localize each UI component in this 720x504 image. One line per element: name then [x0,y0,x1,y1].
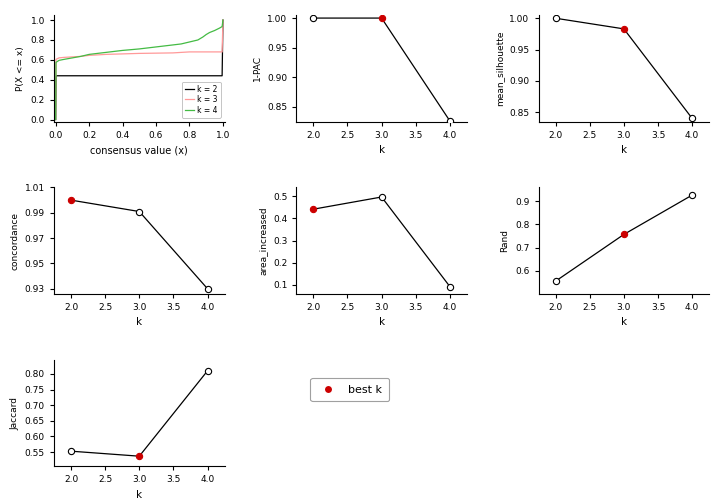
Y-axis label: concordance: concordance [10,212,19,270]
Y-axis label: 1-PAC: 1-PAC [253,55,261,81]
Y-axis label: Jaccard: Jaccard [10,397,19,429]
X-axis label: k: k [379,145,384,155]
X-axis label: consensus value (x): consensus value (x) [91,145,188,155]
Y-axis label: Rand: Rand [500,229,510,252]
X-axis label: k: k [136,490,143,500]
Legend: best k: best k [310,378,389,401]
Y-axis label: area_increased: area_increased [258,206,267,275]
X-axis label: k: k [621,318,627,328]
Y-axis label: P(X <= x): P(X <= x) [16,46,25,91]
X-axis label: k: k [621,145,627,155]
Legend: k = 2, k = 3, k = 4: k = 2, k = 3, k = 4 [182,82,221,118]
Y-axis label: mean_silhouette: mean_silhouette [495,31,504,106]
X-axis label: k: k [379,318,384,328]
X-axis label: k: k [136,318,143,328]
